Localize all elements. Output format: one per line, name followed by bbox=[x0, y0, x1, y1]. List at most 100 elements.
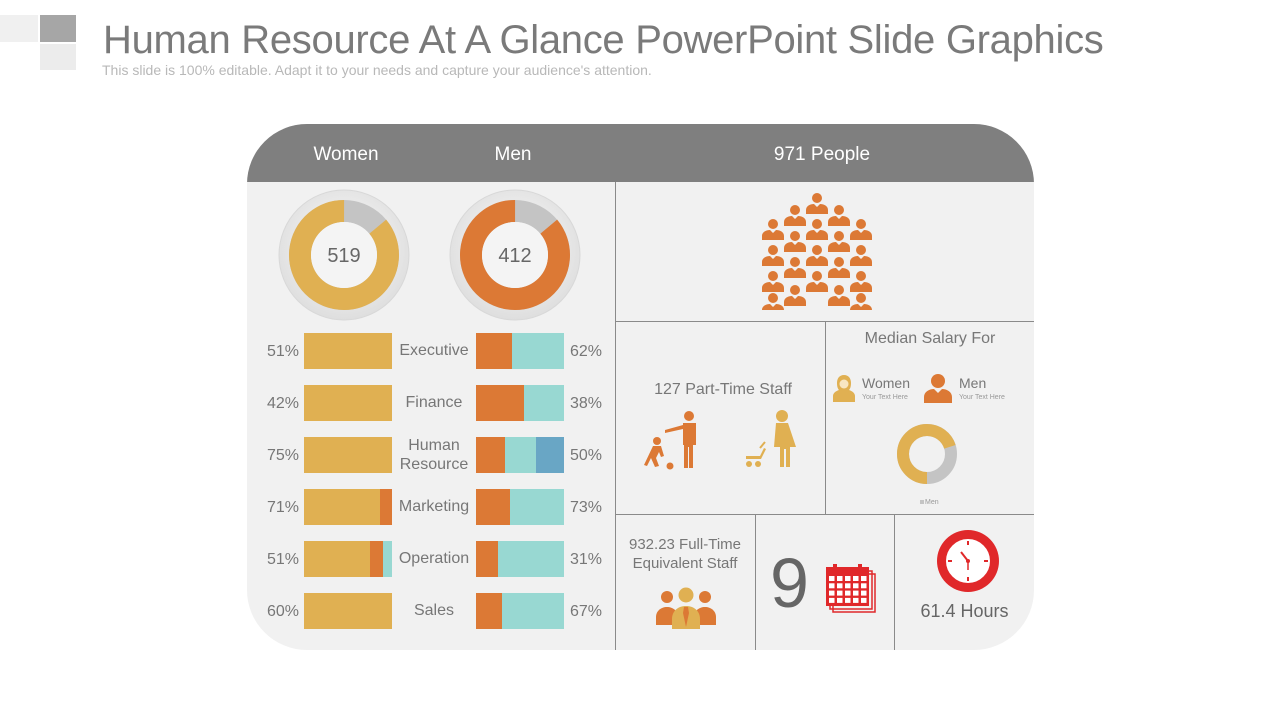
calendar-cell bbox=[853, 597, 859, 603]
men-bar bbox=[476, 489, 564, 525]
women-percent: 60% bbox=[266, 603, 299, 620]
women-bar-orange bbox=[379, 489, 392, 525]
person-icon bbox=[762, 271, 784, 292]
divider-main bbox=[615, 182, 616, 650]
men-bar bbox=[476, 593, 564, 629]
women-percent: 51% bbox=[266, 343, 299, 360]
department-label: Executive bbox=[399, 342, 469, 359]
men-bar-orange bbox=[476, 437, 506, 473]
men-bar-teal bbox=[524, 385, 564, 421]
men-percent: 38% bbox=[570, 395, 603, 412]
men-bar bbox=[476, 541, 564, 577]
men-percent: 73% bbox=[570, 499, 603, 516]
calendar-cell bbox=[837, 597, 843, 603]
women-bar-gold bbox=[304, 385, 392, 421]
people-crowd-icon bbox=[762, 193, 872, 310]
men-bar-orange bbox=[476, 333, 513, 369]
dashboard-panel: Women Men 971 People 519 412 5 bbox=[247, 124, 1034, 650]
men-percent: 62% bbox=[570, 343, 603, 360]
women-percent: 71% bbox=[266, 499, 299, 516]
person-icon bbox=[806, 245, 828, 266]
calendar-icon bbox=[826, 564, 876, 613]
women-bar bbox=[304, 333, 392, 369]
men-header: Men bbox=[494, 144, 532, 165]
calendar-cell bbox=[829, 597, 835, 603]
person-icon bbox=[784, 257, 806, 278]
person-icon bbox=[806, 271, 828, 292]
calendar-cell bbox=[829, 576, 835, 581]
calendar-cell bbox=[853, 583, 859, 589]
men-bar bbox=[476, 333, 564, 369]
women-bar-gold bbox=[304, 333, 392, 369]
calendar-cell bbox=[845, 597, 851, 603]
person-icon bbox=[850, 219, 872, 240]
men-bar bbox=[476, 437, 564, 473]
women-bar-teal bbox=[383, 541, 392, 577]
men-donut: 412 bbox=[449, 189, 581, 321]
woman-avatar-icon bbox=[833, 375, 855, 402]
women-bar bbox=[304, 541, 392, 577]
person-icon bbox=[850, 245, 872, 266]
men-bar-teal bbox=[502, 593, 564, 629]
women-bar-gold bbox=[304, 593, 392, 629]
person-icon bbox=[850, 271, 872, 292]
salary-men-label: Men bbox=[959, 375, 987, 391]
adult-child-ball-icon bbox=[644, 411, 696, 470]
slide-title: Human Resource At A Glance PowerPoint Sl… bbox=[103, 18, 1104, 62]
women-bar-gold bbox=[304, 489, 380, 525]
salary-men-sub: Your Text Here bbox=[959, 394, 1005, 401]
department-label: Human Resource bbox=[399, 437, 469, 473]
divider-salary bbox=[825, 321, 826, 514]
calendar-cell bbox=[853, 590, 859, 596]
divider-lower bbox=[615, 514, 1034, 515]
person-icon bbox=[762, 293, 784, 310]
calendar-cell bbox=[829, 590, 835, 596]
legend-men-label: Men bbox=[925, 499, 939, 506]
salary-donut-arc bbox=[897, 424, 957, 484]
calendar-value: 9 bbox=[770, 544, 809, 622]
calendar-cell bbox=[845, 590, 851, 596]
men-donut-value: 412 bbox=[498, 245, 531, 267]
calendar-cell bbox=[829, 583, 835, 589]
person-icon bbox=[828, 205, 850, 226]
staff-group-icon bbox=[656, 587, 716, 629]
men-bar-teal bbox=[505, 437, 536, 473]
women-bar-orange bbox=[370, 541, 384, 577]
salary-women-sub: Your Text Here bbox=[862, 394, 908, 401]
person-icon bbox=[828, 285, 850, 306]
woman-stroller-icon bbox=[746, 410, 796, 467]
panel-header: Women Men 971 People bbox=[247, 124, 1034, 182]
department-label: Finance bbox=[405, 394, 463, 411]
men-bar-teal bbox=[498, 541, 564, 577]
men-percent: 67% bbox=[570, 603, 603, 620]
people-header: 971 People bbox=[773, 144, 871, 165]
men-bar-orange bbox=[476, 385, 525, 421]
women-percent: 75% bbox=[266, 447, 299, 464]
divider-people bbox=[615, 321, 1034, 322]
calendar-cell bbox=[861, 597, 867, 603]
person-icon bbox=[806, 193, 828, 214]
person-icon bbox=[762, 245, 784, 266]
calendar-cell bbox=[861, 583, 867, 589]
department-label: Sales bbox=[413, 602, 455, 619]
men-bar-teal bbox=[512, 333, 564, 369]
department-label: Operation bbox=[398, 550, 470, 567]
person-icon bbox=[784, 231, 806, 252]
divider-calendar bbox=[755, 514, 756, 650]
calendar-cell bbox=[845, 576, 851, 581]
calendar-cell bbox=[861, 576, 867, 581]
calendar-cell bbox=[837, 590, 843, 596]
person-icon bbox=[784, 205, 806, 226]
logo-square-3 bbox=[40, 44, 76, 70]
person-icon bbox=[784, 285, 806, 306]
men-bar bbox=[476, 385, 564, 421]
men-bar-teal bbox=[510, 489, 564, 525]
salary-title: Median Salary For bbox=[864, 330, 996, 347]
full-time-label: 932.23 Full-Time Equivalent Staff bbox=[629, 536, 741, 572]
person-icon bbox=[828, 257, 850, 278]
divider-hours bbox=[894, 514, 895, 650]
calendar-cell bbox=[837, 583, 843, 589]
person-icon bbox=[850, 293, 872, 310]
women-bar bbox=[304, 489, 392, 525]
clock-icon bbox=[937, 530, 999, 592]
